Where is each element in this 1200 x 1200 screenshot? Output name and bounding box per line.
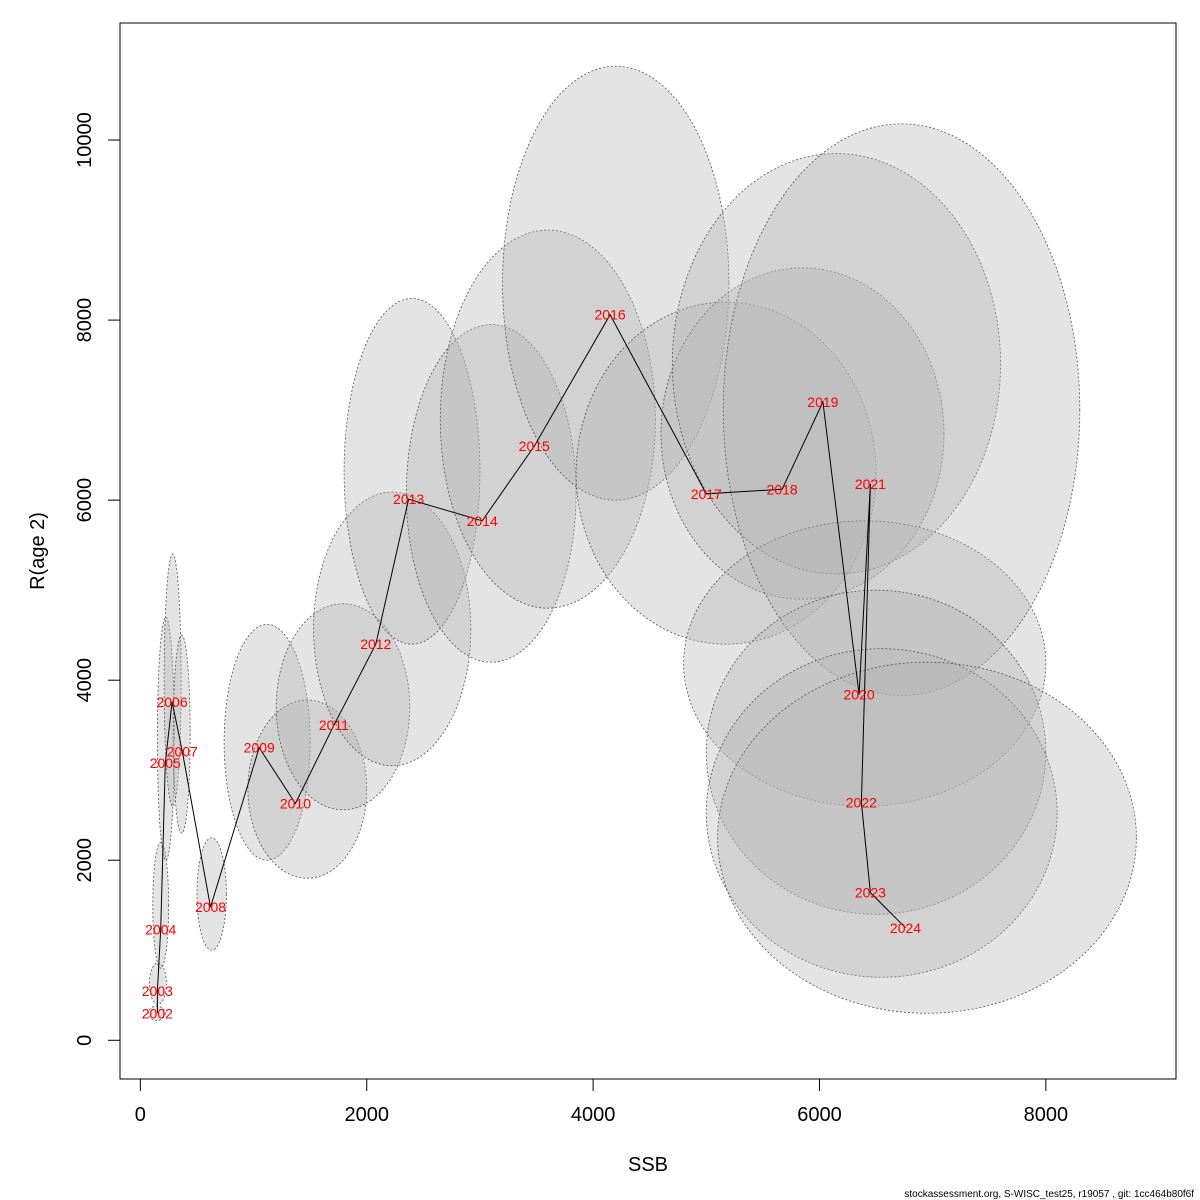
ellipse-2021	[722, 123, 1081, 696]
point-label-2012: 2012	[360, 636, 391, 652]
ellipse-2015	[439, 229, 656, 609]
x-tick-label: 2000	[344, 1104, 389, 1126]
x-axis-title: SSB	[628, 1154, 668, 1176]
point-label-2010: 2010	[280, 796, 311, 812]
x-tick-label: 0	[135, 1104, 146, 1126]
year-labels: 2002 2003 2004 2005 2006 2007 2008 2009 2010 2011…	[142, 307, 921, 1022]
ellipse-2018	[660, 267, 945, 600]
ellipse-2007	[172, 634, 191, 834]
y-tick-label: 6000	[74, 478, 96, 523]
ellipse-2024	[717, 661, 1137, 1014]
ellipse-2014	[405, 324, 577, 663]
point-label-2019: 2019	[807, 394, 838, 410]
x-tick-label: 6000	[797, 1104, 842, 1126]
y-axis: 0 2000 4000 6000 8000 10000	[74, 112, 121, 1046]
x-tick-label: 4000	[571, 1104, 616, 1126]
point-label-2023: 2023	[855, 885, 886, 901]
ellipse-2009	[223, 623, 311, 861]
x-tick-label: 8000	[1024, 1104, 1069, 1126]
point-label-2013: 2013	[393, 491, 424, 507]
point-label-2002: 2002	[142, 1005, 173, 1021]
ellipse-2019	[671, 153, 1001, 575]
ellipse-2010	[247, 699, 368, 879]
ellipse-2012	[313, 491, 472, 767]
point-label-2016: 2016	[595, 307, 626, 323]
point-label-2003: 2003	[142, 983, 173, 999]
ellipse-2013	[343, 298, 481, 645]
ellipse-2016	[502, 65, 730, 501]
point-label-2006: 2006	[156, 694, 187, 710]
ellipse-2008	[196, 837, 227, 951]
ellipse-2020	[683, 520, 1047, 807]
y-tick-label: 4000	[74, 658, 96, 703]
point-label-2014: 2014	[467, 513, 498, 529]
point-label-2011: 2011	[319, 717, 349, 733]
y-tick-label: 0	[74, 1035, 96, 1046]
y-tick-label: 8000	[74, 298, 96, 343]
point-label-2020: 2020	[844, 687, 875, 703]
ellipse-2006	[163, 553, 182, 807]
ellipse-2004	[152, 841, 170, 969]
footer-text: stockassessment.org, S-WISC_test25, r190…	[904, 1189, 1194, 1200]
point-label-2015: 2015	[519, 438, 550, 454]
point-label-2017: 2017	[691, 486, 722, 502]
y-tick-label: 10000	[74, 112, 96, 168]
ellipse-2023	[705, 648, 1058, 978]
ellipse-2005	[156, 616, 175, 861]
point-label-2018: 2018	[767, 481, 798, 497]
point-label-2022: 2022	[846, 795, 877, 811]
point-label-2004: 2004	[145, 922, 176, 938]
trajectory-line	[156, 313, 906, 1014]
y-tick-label: 2000	[74, 838, 96, 883]
point-label-2021: 2021	[855, 476, 886, 492]
point-label-2008: 2008	[195, 899, 226, 915]
ellipse-2022	[705, 589, 1047, 915]
point-label-2007: 2007	[167, 743, 198, 759]
point-label-2024: 2024	[890, 920, 921, 936]
x-axis: 0 2000 4000 6000 8000	[135, 1078, 1069, 1126]
ellipse-2017	[575, 301, 877, 645]
confidence-ellipses	[147, 65, 1137, 1021]
point-label-2009: 2009	[244, 740, 275, 756]
y-axis-title: R(age 2)	[27, 512, 49, 590]
ellipse-2002	[147, 1005, 166, 1021]
point-label-2005: 2005	[150, 755, 181, 771]
